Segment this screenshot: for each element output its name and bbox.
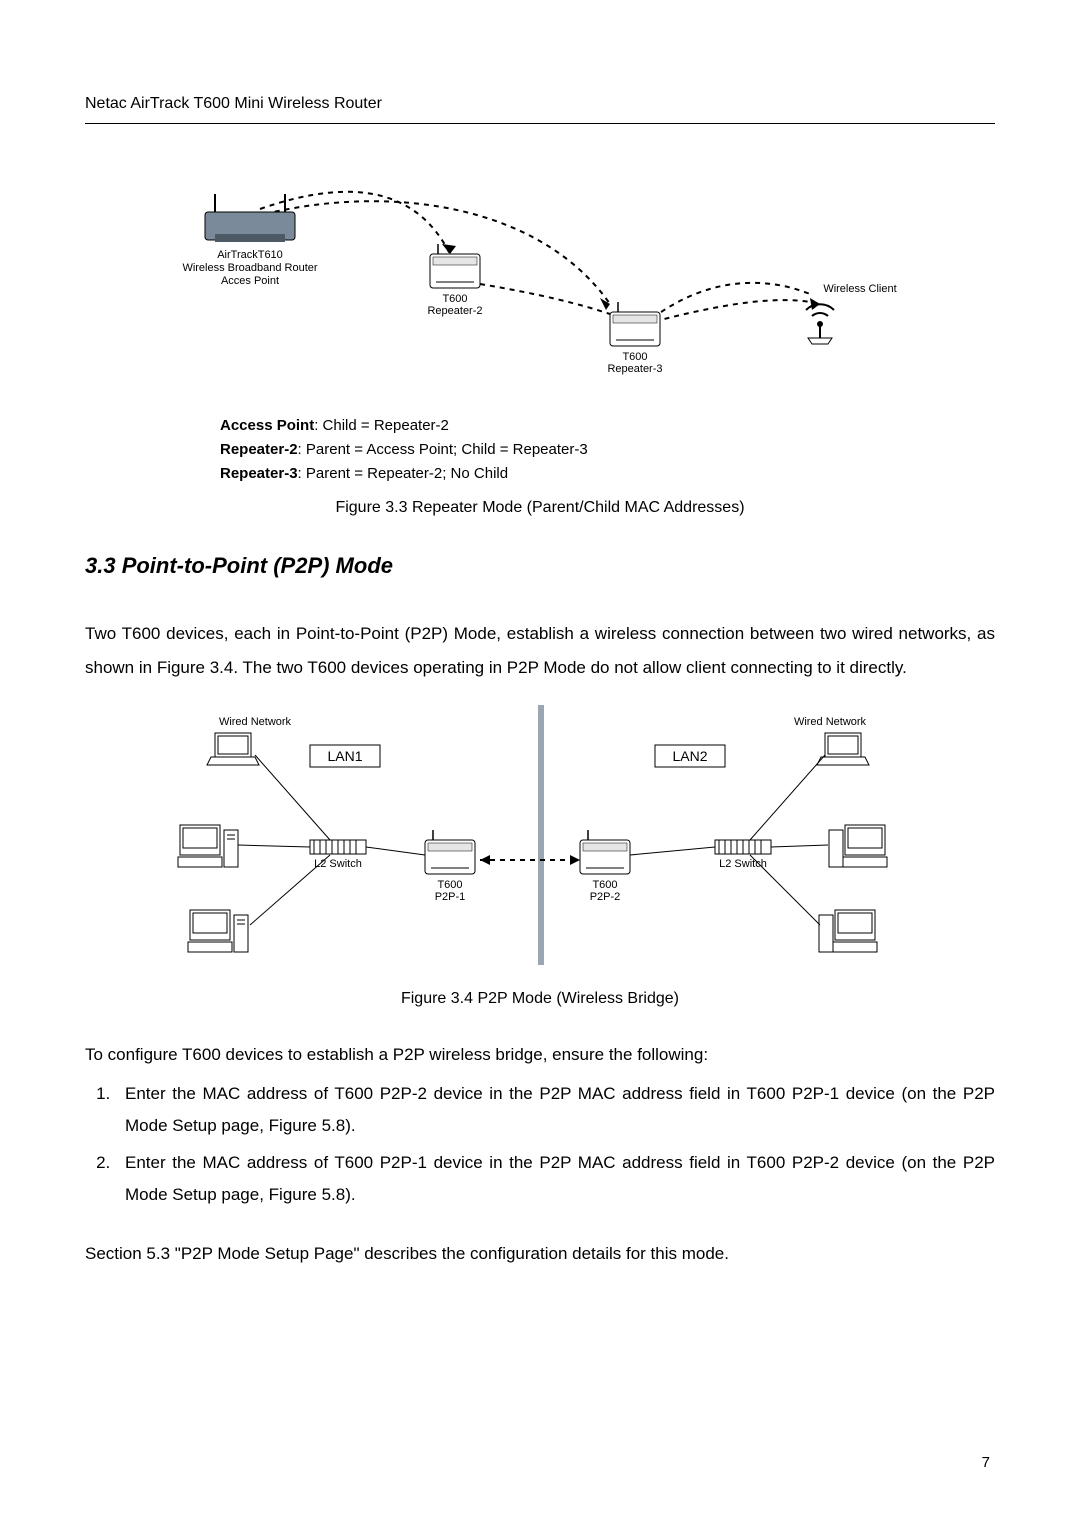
p2p1-label-a: T600 [437,879,462,891]
figure1-caption: Figure 3.3 Repeater Mode (Parent/Child M… [85,494,995,521]
computer-icon [178,733,259,952]
rep3-label-b: Repeater-3 [607,363,662,375]
router-label-2: Wireless Broadband Router [182,262,317,274]
step-1: Enter the MAC address of T600 P2P-2 devi… [115,1078,995,1143]
cap3-bold: Repeater-3 [220,465,298,482]
cap3-rest: : Parent = Repeater-2; No Child [298,465,509,482]
wired-right-label: Wired Network [794,716,867,728]
lan2-label: LAN2 [672,748,707,764]
document-page: Netac AirTrack T600 Mini Wireless Router [0,0,1080,1525]
rep3-label-a: T600 [622,351,647,363]
computer-icon [817,733,887,952]
section-heading: 3.3 Point-to-Point (P2P) Mode [85,547,995,584]
lan1-label: LAN1 [327,748,362,764]
switch-left-label: L2 Switch [314,858,362,870]
wired-left-label: Wired Network [219,716,292,728]
page-header: Netac AirTrack T600 Mini Wireless Router [85,90,995,124]
p2p1-label-b: P2P-1 [435,891,466,903]
cap1-rest: : Child = Repeater-2 [314,417,449,434]
step-2: Enter the MAC address of T600 P2P-1 devi… [115,1147,995,1212]
figure-3-4: Wired Network Wired Network LAN1 LAN2 [85,705,995,1012]
p2p-diagram: Wired Network Wired Network LAN1 LAN2 [160,705,920,975]
router-label-1: AirTrackT610 [217,249,283,261]
configuration-steps: Enter the MAC address of T600 P2P-2 devi… [85,1078,995,1211]
rep2-label-b: Repeater-2 [427,305,482,317]
p2p2-label-b: P2P-2 [590,891,621,903]
paragraph-2: To configure T600 devices to establish a… [85,1038,995,1072]
p2p2-label-a: T600 [592,879,617,891]
router-label-3: Acces Point [221,275,279,287]
client-label: Wireless Client [823,283,896,295]
figure-3-3: AirTrackT610 Wireless Broadband Router A… [85,164,995,521]
cap2-bold: Repeater-2 [220,441,298,458]
rep2-label-a: T600 [442,293,467,305]
cap1-bold: Access Point [220,417,314,434]
paragraph-1: Two T600 devices, each in Point-to-Point… [85,617,995,685]
figure1-caption-block: Access Point: Child = Repeater-2 Repeate… [220,414,860,486]
page-number: 7 [982,1450,990,1476]
paragraph-3: Section 5.3 "P2P Mode Setup Page" descri… [85,1237,995,1271]
cap2-rest: : Parent = Access Point; Child = Repeate… [298,441,588,458]
repeater-diagram: AirTrackT610 Wireless Broadband Router A… [160,164,920,404]
figure2-caption: Figure 3.4 P2P Mode (Wireless Bridge) [85,985,995,1012]
